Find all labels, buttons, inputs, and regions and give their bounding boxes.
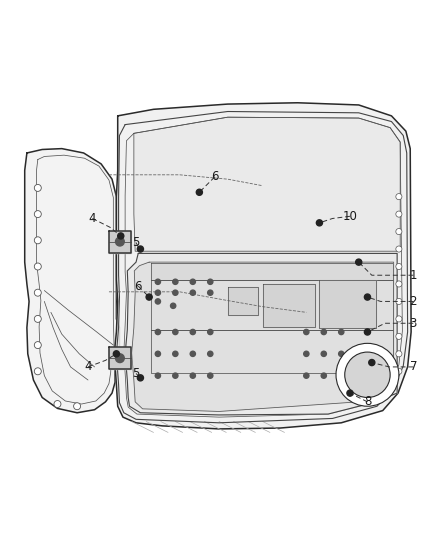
Circle shape <box>339 329 344 335</box>
Circle shape <box>155 329 160 335</box>
Circle shape <box>116 237 124 246</box>
Circle shape <box>173 290 178 295</box>
Circle shape <box>113 351 120 357</box>
Polygon shape <box>109 348 131 369</box>
Circle shape <box>321 329 326 335</box>
Circle shape <box>190 351 195 357</box>
Text: 4: 4 <box>88 212 96 225</box>
Circle shape <box>34 342 41 349</box>
Circle shape <box>155 299 160 304</box>
Circle shape <box>396 229 402 235</box>
Circle shape <box>316 220 322 226</box>
Circle shape <box>364 329 371 335</box>
Text: 6: 6 <box>211 171 219 183</box>
Circle shape <box>173 373 178 378</box>
Polygon shape <box>151 280 393 330</box>
Circle shape <box>396 298 402 304</box>
Circle shape <box>138 375 144 381</box>
Text: 2: 2 <box>410 295 417 308</box>
Polygon shape <box>134 117 400 251</box>
Circle shape <box>396 351 402 357</box>
Circle shape <box>34 289 41 296</box>
Circle shape <box>155 279 160 285</box>
Polygon shape <box>151 263 393 280</box>
Circle shape <box>304 329 309 335</box>
Circle shape <box>155 351 160 357</box>
Polygon shape <box>228 287 258 314</box>
Circle shape <box>208 373 213 378</box>
Polygon shape <box>25 149 120 413</box>
Polygon shape <box>109 231 131 253</box>
Text: 6: 6 <box>134 280 142 293</box>
Circle shape <box>34 211 41 217</box>
Circle shape <box>170 303 176 309</box>
Circle shape <box>321 373 326 378</box>
Circle shape <box>396 193 402 200</box>
Circle shape <box>396 263 402 270</box>
Circle shape <box>396 246 402 252</box>
Text: 4: 4 <box>84 360 92 374</box>
Circle shape <box>347 390 353 396</box>
Circle shape <box>396 368 402 374</box>
Circle shape <box>34 368 41 375</box>
Circle shape <box>396 316 402 322</box>
Circle shape <box>356 259 362 265</box>
Circle shape <box>396 211 402 217</box>
Circle shape <box>321 351 326 357</box>
Circle shape <box>208 290 213 295</box>
Circle shape <box>396 333 402 340</box>
Circle shape <box>173 329 178 335</box>
Polygon shape <box>125 253 397 415</box>
Circle shape <box>138 246 144 252</box>
Polygon shape <box>263 284 315 327</box>
Circle shape <box>336 343 399 406</box>
Text: 5: 5 <box>132 367 140 380</box>
Circle shape <box>339 351 344 357</box>
Circle shape <box>208 279 213 285</box>
Circle shape <box>146 294 152 300</box>
Polygon shape <box>132 262 394 411</box>
Circle shape <box>196 189 202 195</box>
Circle shape <box>190 279 195 285</box>
Polygon shape <box>114 103 411 429</box>
Circle shape <box>34 263 41 270</box>
Circle shape <box>190 290 195 295</box>
Circle shape <box>54 400 61 408</box>
Circle shape <box>34 237 41 244</box>
Circle shape <box>364 294 371 300</box>
Circle shape <box>396 281 402 287</box>
Text: 10: 10 <box>343 210 357 223</box>
Circle shape <box>74 403 81 410</box>
Text: 5: 5 <box>132 236 140 249</box>
Text: 3: 3 <box>410 317 417 330</box>
Text: 1: 1 <box>410 269 417 282</box>
Circle shape <box>34 184 41 191</box>
Circle shape <box>304 373 309 378</box>
Circle shape <box>173 279 178 285</box>
Circle shape <box>116 354 124 362</box>
Circle shape <box>118 233 124 239</box>
Circle shape <box>208 329 213 335</box>
Circle shape <box>190 373 195 378</box>
Polygon shape <box>151 330 393 374</box>
Circle shape <box>369 359 375 366</box>
Circle shape <box>345 352 390 398</box>
Circle shape <box>190 329 195 335</box>
Text: 8: 8 <box>364 395 371 408</box>
Circle shape <box>339 373 344 378</box>
Circle shape <box>304 351 309 357</box>
Circle shape <box>155 373 160 378</box>
Text: 7: 7 <box>410 360 417 374</box>
Polygon shape <box>319 280 376 328</box>
Circle shape <box>173 351 178 357</box>
Circle shape <box>208 351 213 357</box>
Circle shape <box>155 290 160 295</box>
Circle shape <box>34 316 41 322</box>
